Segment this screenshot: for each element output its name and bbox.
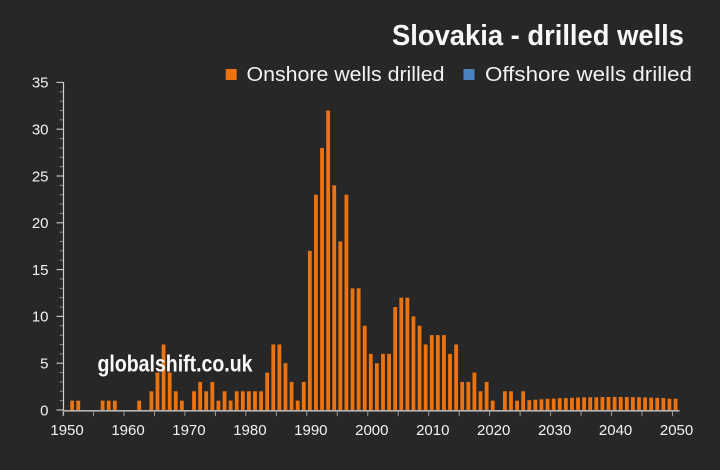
svg-text:1960: 1960 [111,422,144,439]
svg-text:15: 15 [32,262,49,279]
svg-text:1990: 1990 [294,422,327,439]
svg-text:1950: 1950 [50,422,83,439]
svg-text:2050: 2050 [660,422,693,439]
svg-text:5: 5 [40,356,48,373]
svg-text:2030: 2030 [538,422,571,439]
svg-text:globalshift.co.uk: globalshift.co.uk [98,350,253,376]
svg-text:2040: 2040 [599,422,632,439]
svg-text:25: 25 [32,168,49,185]
svg-text:Offshore wells drilled: Offshore wells drilled [485,63,692,86]
svg-text:Onshore wells drilled: Onshore wells drilled [247,63,445,86]
svg-text:1980: 1980 [233,422,266,439]
svg-text:2010: 2010 [416,422,449,439]
svg-text:30: 30 [32,122,49,139]
svg-text:35: 35 [32,75,49,92]
svg-text:1970: 1970 [172,422,205,439]
svg-text:0: 0 [40,402,48,419]
svg-text:Slovakia - drilled wells: Slovakia - drilled wells [392,20,684,52]
svg-text:10: 10 [32,309,49,326]
svg-text:2000: 2000 [355,422,388,439]
svg-text:20: 20 [32,215,49,232]
svg-text:2020: 2020 [477,422,510,439]
